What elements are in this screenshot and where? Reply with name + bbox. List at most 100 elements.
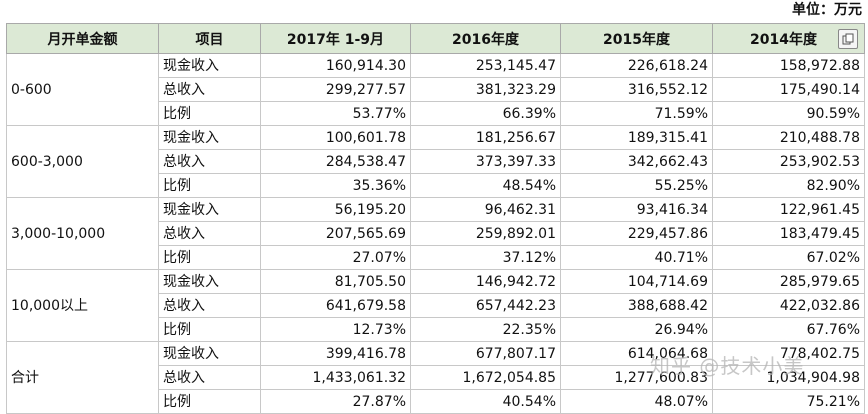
table-row: 总收入 299,277.57 381,323.29 316,552.12 175,490…: [7, 77, 865, 102]
header-2016: 2016年度: [410, 23, 561, 54]
metric-label: 现金收入: [158, 341, 261, 366]
metric-label: 现金收入: [158, 197, 261, 222]
group-label: 10,000以上: [6, 269, 159, 342]
value-cell: 100,601.78: [260, 125, 411, 150]
metric-label: 比例: [158, 173, 261, 198]
unit-label: 单位：万元: [792, 2, 862, 18]
value-cell: 614,064.68: [560, 341, 713, 366]
value-cell: 146,942.72: [410, 269, 561, 294]
table-row: 总收入 1,433,061.32 1,672,054.85 1,277,600.83 1…: [7, 365, 865, 390]
group-label: 3,000-10,000: [6, 197, 159, 270]
value-cell: 778,402.75: [712, 341, 865, 366]
value-cell: 1,672,054.85: [410, 365, 561, 390]
value-cell: 259,892.01: [410, 221, 561, 246]
value-cell: 22.35%: [410, 317, 561, 342]
table-row: 总收入 207,565.69 259,892.01 229,457.86 183,479…: [7, 221, 865, 246]
value-cell: 299,277.57: [260, 77, 411, 102]
table-row: 比例 53.77% 66.39% 71.59% 90.59%: [7, 101, 865, 126]
metric-label: 现金收入: [158, 53, 261, 78]
value-cell: 67.76%: [712, 317, 865, 342]
metric-label: 总收入: [158, 221, 261, 246]
table-row: 10,000以上 现金收入 81,705.50 146,942.72 104,714.6…: [6, 269, 865, 342]
value-cell: 12.73%: [260, 317, 411, 342]
table-row: 总收入 284,538.47 373,397.33 342,662.43 253,902…: [7, 149, 865, 174]
value-cell: 316,552.12: [560, 77, 713, 102]
value-cell: 207,565.69: [260, 221, 411, 246]
value-cell: 1,277,600.83: [560, 365, 713, 390]
value-cell: 90.59%: [712, 101, 865, 126]
metric-label: 总收入: [158, 77, 261, 102]
table-row: 0-600 现金收入 160,914.30 253,145.47 226,618.24 1…: [6, 53, 865, 126]
table-row: 600-3,000 现金收入 100,601.78 181,256.67 189,315…: [6, 125, 865, 198]
value-cell: 657,442.23: [410, 293, 561, 318]
value-cell: 93,416.34: [560, 197, 713, 222]
value-cell: 55.25%: [560, 173, 713, 198]
value-cell: 342,662.43: [560, 149, 713, 174]
value-cell: 210,488.78: [712, 125, 865, 150]
value-cell: 641,679.58: [260, 293, 411, 318]
value-cell: 284,538.47: [260, 149, 411, 174]
table-row: 比例 12.73% 22.35% 26.94% 67.76%: [7, 317, 865, 342]
header-2014: 2014年度: [712, 23, 865, 54]
value-cell: 388,688.42: [560, 293, 713, 318]
value-cell: 229,457.86: [560, 221, 713, 246]
revenue-table: 月开单金额 项目 2017年 1-9月 2016年度 2015年度 2014年度…: [6, 23, 865, 414]
value-cell: 285,979.65: [712, 269, 865, 294]
value-cell: 56,195.20: [260, 197, 411, 222]
value-cell: 677,807.17: [410, 341, 561, 366]
value-cell: 226,618.24: [560, 53, 713, 78]
header-2014-label: 2014年度: [750, 31, 817, 48]
value-cell: 189,315.41: [560, 125, 713, 150]
value-cell: 175,490.14: [712, 77, 865, 102]
value-cell: 373,397.33: [410, 149, 561, 174]
value-cell: 67.02%: [712, 245, 865, 270]
metric-label: 比例: [158, 245, 261, 270]
metric-label: 比例: [158, 101, 261, 126]
value-cell: 66.39%: [410, 101, 561, 126]
value-cell: 40.71%: [560, 245, 713, 270]
group-label: 合计: [6, 341, 159, 414]
value-cell: 53.77%: [260, 101, 411, 126]
value-cell: 96,462.31: [410, 197, 561, 222]
value-cell: 48.54%: [410, 173, 561, 198]
group-label: 0-600: [6, 53, 159, 126]
metric-label: 总收入: [158, 365, 261, 390]
header-2017: 2017年 1-9月: [260, 23, 411, 54]
value-cell: 35.36%: [260, 173, 411, 198]
value-cell: 37.12%: [410, 245, 561, 270]
header-item: 项目: [158, 23, 261, 54]
value-cell: 183,479.45: [712, 221, 865, 246]
value-cell: 381,323.29: [410, 77, 561, 102]
value-cell: 253,145.47: [410, 53, 561, 78]
value-cell: 158,972.88: [712, 53, 865, 78]
value-cell: 181,256.67: [410, 125, 561, 150]
value-cell: 160,914.30: [260, 53, 411, 78]
metric-label: 比例: [158, 317, 261, 342]
value-cell: 122,961.45: [712, 197, 865, 222]
value-cell: 104,714.69: [560, 269, 713, 294]
header-group: 月开单金额: [6, 23, 159, 54]
value-cell: 422,032.86: [712, 293, 865, 318]
group-label: 600-3,000: [6, 125, 159, 198]
metric-label: 现金收入: [158, 125, 261, 150]
table-row: 总收入 641,679.58 657,442.23 388,688.42 422,032…: [7, 293, 865, 318]
metric-label: 总收入: [158, 149, 261, 174]
metric-label: 现金收入: [158, 269, 261, 294]
value-cell: 27.07%: [260, 245, 411, 270]
value-cell: 1,034,904.98: [712, 365, 865, 390]
metric-label: 总收入: [158, 293, 261, 318]
table-row: 合计 现金收入 399,416.78 677,807.17 614,064.68 778,…: [6, 341, 865, 414]
value-cell: 26.94%: [560, 317, 713, 342]
table-row: 3,000-10,000 现金收入 56,195.20 96,462.31 93,416…: [6, 197, 865, 270]
copy-icon[interactable]: [838, 29, 858, 49]
table-row: 比例 35.36% 48.54% 55.25% 82.90%: [7, 173, 865, 198]
value-cell: 71.59%: [560, 101, 713, 126]
value-cell: 1,433,061.32: [260, 365, 411, 390]
value-cell: 82.90%: [712, 173, 865, 198]
value-cell: 253,902.53: [712, 149, 865, 174]
header-row: 月开单金额 项目 2017年 1-9月 2016年度 2015年度 2014年度: [6, 23, 865, 54]
value-cell: 399,416.78: [260, 341, 411, 366]
table-row: 比例 27.07% 37.12% 40.71% 67.02%: [7, 245, 865, 270]
header-2015: 2015年度: [560, 23, 713, 54]
value-cell: 81,705.50: [260, 269, 411, 294]
